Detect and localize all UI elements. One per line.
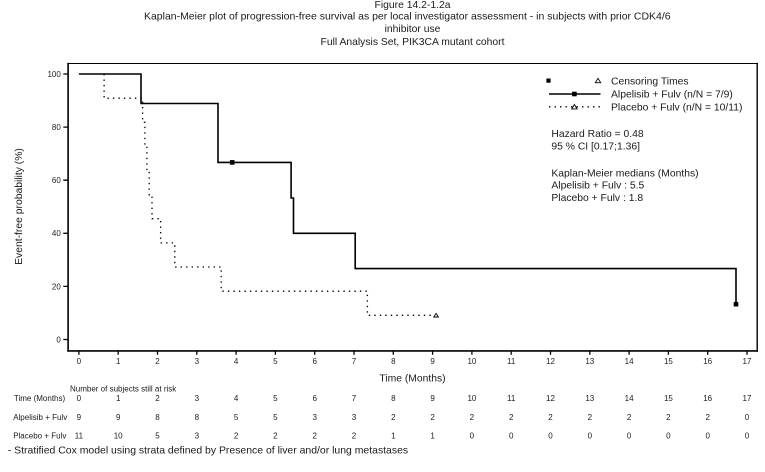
svg-text:Kaplan-Meier plot of progressi: Kaplan-Meier plot of progression-free su… <box>144 11 671 22</box>
svg-text:3: 3 <box>312 413 317 422</box>
svg-text:16: 16 <box>703 357 712 366</box>
svg-text:100: 100 <box>47 70 61 79</box>
svg-text:20: 20 <box>52 282 61 291</box>
svg-text:Hazard Ratio = 0.48: Hazard Ratio = 0.48 <box>551 129 644 140</box>
svg-text:12: 12 <box>546 394 555 403</box>
svg-text:Alpelisib + Fulv (n/N = 7/9): Alpelisib + Fulv (n/N = 7/9) <box>611 90 733 101</box>
svg-text:9: 9 <box>430 357 435 366</box>
svg-text:9: 9 <box>430 394 435 403</box>
svg-text:5: 5 <box>234 413 239 422</box>
svg-text:2: 2 <box>509 413 514 422</box>
svg-text:Number of subjects still at ri: Number of subjects still at risk <box>70 384 177 393</box>
svg-text:17: 17 <box>743 357 752 366</box>
svg-text:4: 4 <box>234 394 239 403</box>
svg-text:Full Analysis Set, PIK3CA muta: Full Analysis Set, PIK3CA mutant cohort <box>321 37 505 48</box>
svg-text:2: 2 <box>666 413 671 422</box>
svg-text:5: 5 <box>273 394 278 403</box>
svg-text:10: 10 <box>114 431 123 440</box>
svg-text:- Stratified Cox model using s: - Stratified Cox model using strata defi… <box>8 446 408 457</box>
svg-text:7: 7 <box>352 394 357 403</box>
svg-text:2: 2 <box>312 431 317 440</box>
svg-text:2: 2 <box>548 413 553 422</box>
svg-text:40: 40 <box>52 229 61 238</box>
svg-text:15: 15 <box>664 394 673 403</box>
svg-text:1: 1 <box>430 431 435 440</box>
svg-text:0: 0 <box>548 431 553 440</box>
svg-text:13: 13 <box>585 394 594 403</box>
svg-text:2: 2 <box>430 413 435 422</box>
svg-text:2: 2 <box>234 431 239 440</box>
svg-text:3: 3 <box>352 413 357 422</box>
svg-text:0: 0 <box>470 431 475 440</box>
svg-text:Censoring Times: Censoring Times <box>611 76 689 87</box>
svg-text:10: 10 <box>467 357 476 366</box>
svg-text:Time (Months): Time (Months) <box>379 373 445 384</box>
svg-text:0: 0 <box>705 431 710 440</box>
svg-text:2: 2 <box>391 413 396 422</box>
svg-text:10: 10 <box>467 394 476 403</box>
svg-text:2: 2 <box>155 394 160 403</box>
svg-text:9: 9 <box>116 413 121 422</box>
svg-text:0: 0 <box>627 431 632 440</box>
svg-text:5: 5 <box>273 413 278 422</box>
svg-text:2: 2 <box>588 413 593 422</box>
svg-text:14: 14 <box>625 357 634 366</box>
svg-text:0: 0 <box>745 431 750 440</box>
svg-text:11: 11 <box>507 394 516 403</box>
svg-text:3: 3 <box>195 431 200 440</box>
svg-text:7: 7 <box>352 357 357 366</box>
svg-text:16: 16 <box>703 394 712 403</box>
svg-text:11: 11 <box>75 431 84 440</box>
svg-text:5: 5 <box>273 357 278 366</box>
svg-text:Placebo + Fulv : 1.8: Placebo + Fulv : 1.8 <box>551 193 643 204</box>
svg-text:Figure 14.2-1.2a: Figure 14.2-1.2a <box>375 0 451 11</box>
svg-text:2: 2 <box>155 357 160 366</box>
svg-text:11: 11 <box>507 357 516 366</box>
svg-text:3: 3 <box>195 394 200 403</box>
svg-text:0: 0 <box>56 335 61 344</box>
svg-text:0: 0 <box>77 357 82 366</box>
svg-text:15: 15 <box>664 357 673 366</box>
svg-text:1: 1 <box>391 431 396 440</box>
svg-text:1: 1 <box>116 394 121 403</box>
svg-text:0: 0 <box>588 431 593 440</box>
svg-text:3: 3 <box>195 357 200 366</box>
svg-text:0: 0 <box>666 431 671 440</box>
svg-text:5: 5 <box>155 431 160 440</box>
svg-text:2: 2 <box>273 431 278 440</box>
svg-text:13: 13 <box>585 357 594 366</box>
svg-text:inhibitor use: inhibitor use <box>385 24 441 35</box>
svg-text:8: 8 <box>155 413 160 422</box>
svg-text:6: 6 <box>312 394 317 403</box>
svg-text:0: 0 <box>77 394 82 403</box>
svg-text:Alpelisib + Fulv : 5.5: Alpelisib + Fulv : 5.5 <box>551 181 644 192</box>
svg-text:8: 8 <box>195 413 200 422</box>
svg-text:Alpelisib + Fulv: Alpelisib + Fulv <box>13 413 67 422</box>
svg-text:1: 1 <box>116 357 121 366</box>
svg-text:Placebo + Fulv (n/N = 10/11): Placebo + Fulv (n/N = 10/11) <box>611 102 742 113</box>
svg-text:2: 2 <box>352 431 357 440</box>
svg-text:8: 8 <box>391 394 396 403</box>
svg-text:Event-free probability (%): Event-free probability (%) <box>14 148 25 265</box>
svg-text:95 % CI [0.17;1.36]: 95 % CI [0.17;1.36] <box>551 142 640 153</box>
svg-text:9: 9 <box>77 413 82 422</box>
svg-text:2: 2 <box>627 413 632 422</box>
svg-text:17: 17 <box>743 394 752 403</box>
svg-text:12: 12 <box>546 357 555 366</box>
svg-text:0: 0 <box>745 413 750 422</box>
svg-text:2: 2 <box>470 413 475 422</box>
svg-text:6: 6 <box>312 357 317 366</box>
svg-text:0: 0 <box>509 431 514 440</box>
svg-text:Time (Months): Time (Months) <box>14 394 66 403</box>
svg-text:14: 14 <box>625 394 634 403</box>
svg-text:8: 8 <box>391 357 396 366</box>
svg-text:Placebo + Fulv: Placebo + Fulv <box>13 431 66 440</box>
svg-text:2: 2 <box>705 413 710 422</box>
svg-text:80: 80 <box>52 123 61 132</box>
svg-text:Kaplan-Meier medians (Months): Kaplan-Meier medians (Months) <box>551 169 698 180</box>
svg-text:4: 4 <box>234 357 239 366</box>
svg-text:60: 60 <box>52 176 61 185</box>
